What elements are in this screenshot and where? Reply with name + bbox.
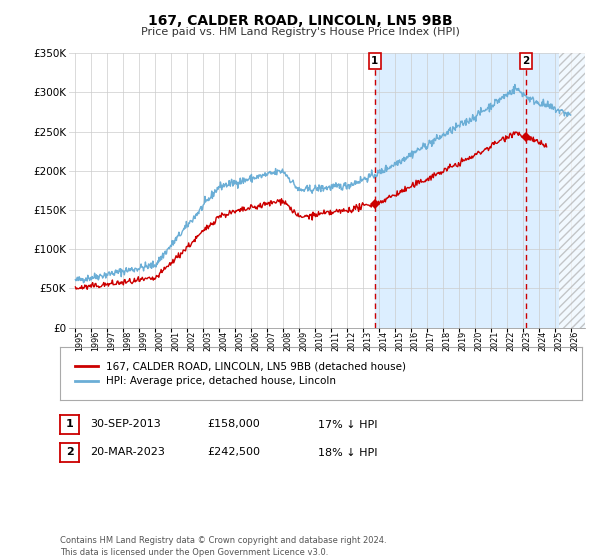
- Text: 2000: 2000: [155, 330, 164, 351]
- Text: 2002: 2002: [187, 330, 196, 351]
- Bar: [559, 45, 585, 328]
- Text: 2018: 2018: [443, 330, 452, 351]
- Text: 2008: 2008: [283, 330, 292, 351]
- Text: 17% ↓ HPI: 17% ↓ HPI: [318, 419, 377, 430]
- Text: 2: 2: [523, 56, 530, 66]
- Bar: [375, 53, 585, 328]
- Text: 2026: 2026: [571, 330, 580, 351]
- Text: 2017: 2017: [427, 330, 436, 351]
- Text: 1: 1: [66, 419, 73, 430]
- Text: 167, CALDER ROAD, LINCOLN, LN5 9BB: 167, CALDER ROAD, LINCOLN, LN5 9BB: [148, 14, 452, 28]
- Text: 2: 2: [66, 447, 73, 458]
- Text: £242,500: £242,500: [207, 447, 260, 458]
- Text: 2021: 2021: [491, 330, 500, 351]
- Text: 2013: 2013: [363, 330, 372, 351]
- Text: Price paid vs. HM Land Registry's House Price Index (HPI): Price paid vs. HM Land Registry's House …: [140, 27, 460, 37]
- Text: 2014: 2014: [379, 330, 388, 351]
- Text: 2004: 2004: [219, 330, 228, 351]
- Legend: 167, CALDER ROAD, LINCOLN, LN5 9BB (detached house), HPI: Average price, detache: 167, CALDER ROAD, LINCOLN, LN5 9BB (deta…: [70, 357, 410, 390]
- Text: 2005: 2005: [235, 330, 244, 351]
- Text: 2022: 2022: [507, 330, 516, 351]
- Text: 1996: 1996: [91, 330, 100, 351]
- Text: 20-MAR-2023: 20-MAR-2023: [90, 447, 165, 458]
- Text: 2023: 2023: [523, 330, 532, 351]
- Text: 2019: 2019: [459, 330, 468, 351]
- Text: 2001: 2001: [171, 330, 180, 351]
- Text: 1997: 1997: [107, 330, 116, 351]
- Text: 2009: 2009: [299, 330, 308, 351]
- Text: 2020: 2020: [475, 330, 484, 351]
- Text: 2003: 2003: [203, 330, 212, 351]
- Text: 2007: 2007: [267, 330, 276, 351]
- Text: 2006: 2006: [251, 330, 260, 351]
- Text: 2010: 2010: [315, 330, 324, 351]
- Text: 30-SEP-2013: 30-SEP-2013: [90, 419, 161, 430]
- Text: 1999: 1999: [139, 330, 148, 351]
- Text: 2015: 2015: [395, 330, 404, 351]
- Text: 18% ↓ HPI: 18% ↓ HPI: [318, 447, 377, 458]
- Text: 2011: 2011: [331, 330, 340, 351]
- Text: 2024: 2024: [539, 330, 548, 351]
- Text: 1: 1: [371, 56, 379, 66]
- Text: 1998: 1998: [124, 330, 133, 351]
- Text: £158,000: £158,000: [207, 419, 260, 430]
- Text: 2016: 2016: [411, 330, 420, 351]
- Text: 1995: 1995: [76, 330, 85, 351]
- Text: 2012: 2012: [347, 330, 356, 351]
- Text: 2025: 2025: [554, 330, 563, 351]
- Text: Contains HM Land Registry data © Crown copyright and database right 2024.
This d: Contains HM Land Registry data © Crown c…: [60, 536, 386, 557]
